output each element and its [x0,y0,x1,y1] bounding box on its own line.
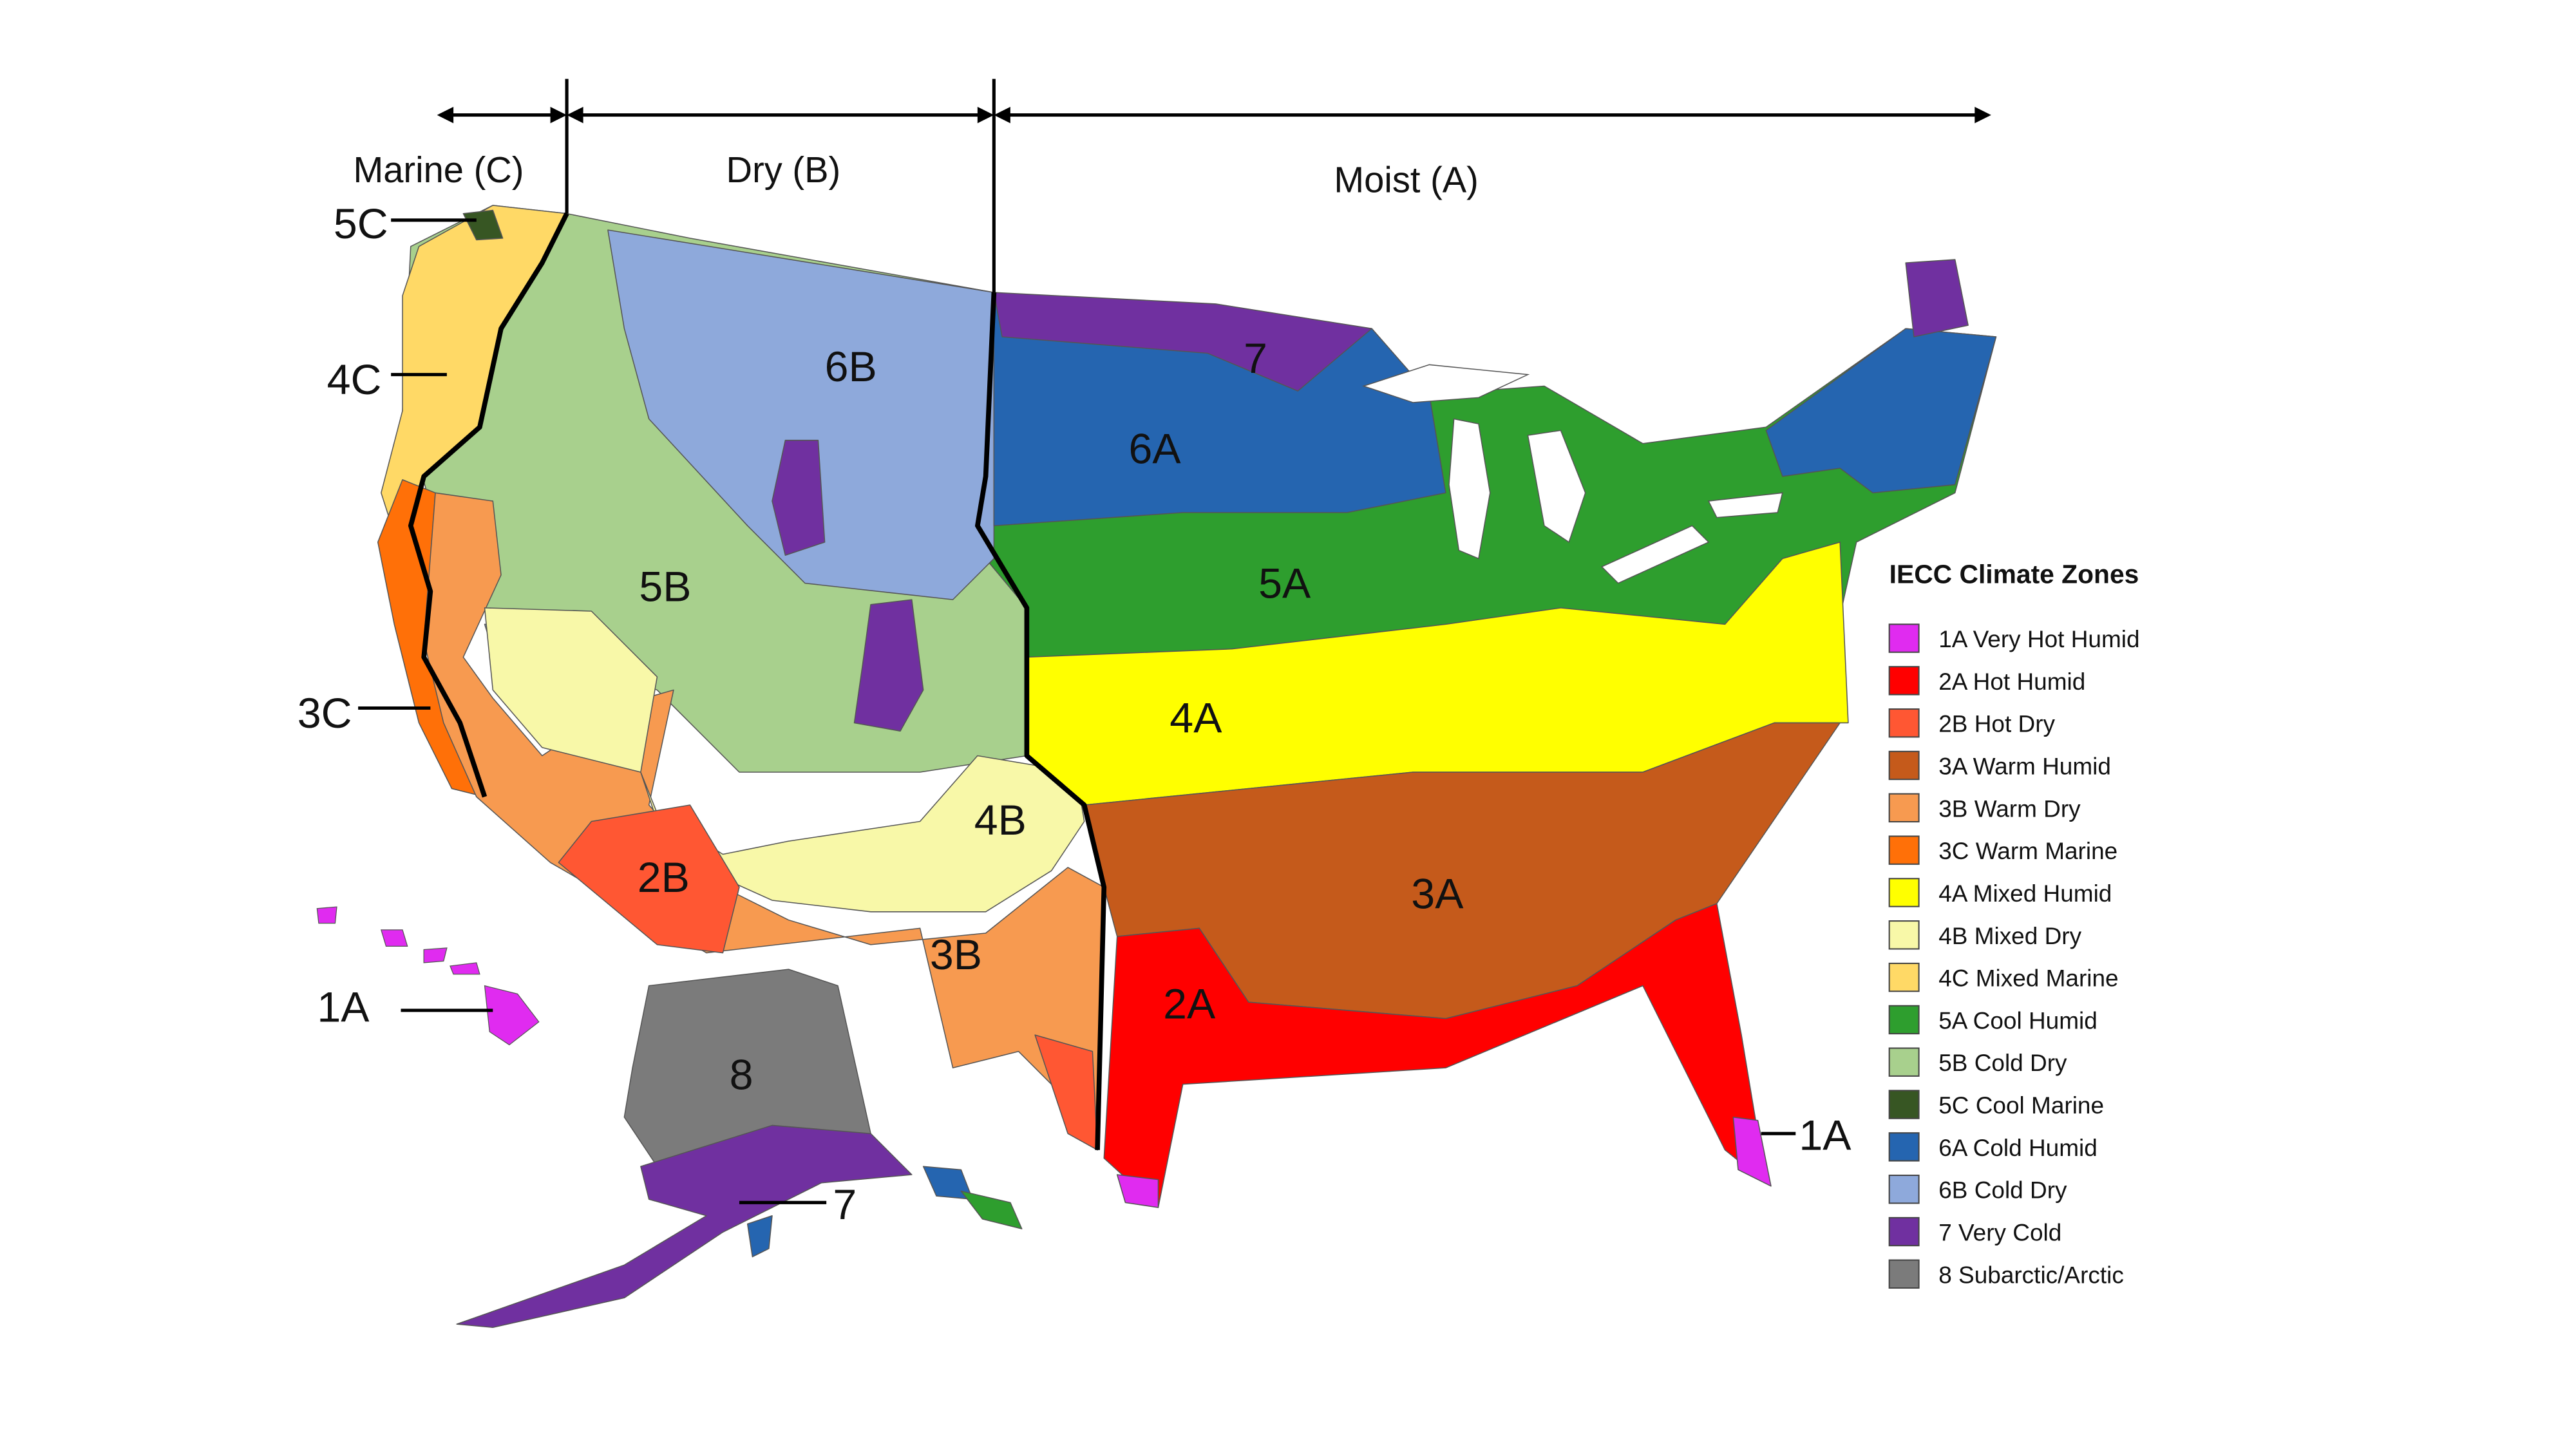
zone-5C [462,209,504,241]
zone-7-wyoming [772,439,826,556]
legend-item: 5A Cool Humid [1888,1005,2098,1035]
zone-label-6B: 6B [825,343,877,391]
zone-label-3A: 3A [1411,871,1464,918]
zone-7-maine [1905,259,1969,337]
hawaii-islands [316,906,540,1046]
legend-swatch [1888,1174,1920,1204]
legend-swatch [1888,1005,1920,1035]
zone-label-4B: 4B [974,797,1027,844]
legend-swatch [1888,666,1920,696]
legend-item: 3B Warm Dry [1888,793,2081,823]
legend-label: 4B Mixed Dry [1938,923,2081,949]
legend-title: IECC Climate Zones [1889,560,2139,589]
legend-label: 5B Cold Dry [1938,1050,2067,1076]
legend-swatch [1888,878,1920,907]
legend-swatch [1888,1217,1920,1247]
callout-label-1A-hawaii: 1A [317,984,370,1032]
dry-range-arrow [567,106,994,124]
marine-dry-boundary [408,212,569,798]
moist-range-arrow [994,106,1991,124]
zone-label-2B: 2B [638,854,690,902]
legend-label: 3A Warm Humid [1938,753,2111,780]
legend-item: 4A Mixed Humid [1888,878,2112,907]
great-lakes [1361,364,1783,584]
callout-label-3C: 3C [298,690,352,737]
zone-label-8: 8 [730,1051,753,1099]
legend-label: 4C Mixed Marine [1938,965,2118,992]
zone-6A-alaska-south [746,1215,773,1258]
zone-label-6A: 6A [1129,425,1182,473]
zone-5A-alaska [960,1190,1023,1229]
legend-label: 3C Warm Marine [1938,838,2117,864]
legend-item: 4B Mixed Dry [1888,920,2082,950]
legend-item: 5C Cool Marine [1888,1090,2104,1119]
legend-label: 5A Cool Humid [1938,1007,2098,1034]
legend-label: 8 Subarctic/Arctic [1938,1262,2124,1288]
zone-4B [484,607,1085,913]
zone-label-2A: 2A [1163,981,1216,1028]
legend-swatch [1888,750,1920,781]
callout-label-1A-florida: 1A [1799,1112,1852,1160]
callout-label-4C: 4C [327,356,382,404]
callout-label-7-alaska: 7 [833,1181,857,1229]
legend-item: 2B Hot Dry [1888,708,2056,738]
header-moist: Moist (A) [1334,159,1478,200]
header-dry: Dry (B) [726,149,841,190]
legend-swatch [1888,920,1920,950]
legend-label: 5C Cool Marine [1938,1092,2104,1119]
zone-label-7: 7 [1244,335,1267,383]
zone-2A [1103,903,1767,1208]
legend-label: 3B Warm Dry [1938,795,2081,822]
zone-1A-texas [1116,1174,1159,1208]
legend-item: 4C Mixed Marine [1888,962,2119,992]
legend: IECC Climate Zones 1A Very Hot Humid 2A H… [1888,560,2140,1289]
callout-label-5C: 5C [334,200,388,248]
zone-label-4A: 4A [1170,695,1222,743]
legend-label: 2A Hot Humid [1938,668,2085,695]
legend-swatch [1888,623,1920,653]
legend-label: 2B Hot Dry [1938,711,2055,737]
legend-item: 3A Warm Humid [1888,750,2111,781]
zone-2B-texas [1034,1034,1098,1151]
legend-item: 7 Very Cold [1888,1217,2061,1247]
legend-label: 1A Very Hot Humid [1938,626,2139,652]
zone-label-3B: 3B [930,931,982,979]
legend-item: 5B Cold Dry [1888,1047,2067,1077]
legend-label: 7 Very Cold [1938,1220,2061,1246]
legend-item: 2A Hot Humid [1888,666,2085,696]
legend-swatch [1888,793,1920,823]
marine-range-arrow [437,106,567,124]
legend-item: 1A Very Hot Humid [1888,623,2140,653]
legend-swatch [1888,1259,1920,1289]
legend-label: 4A Mixed Humid [1938,880,2112,907]
legend-item: 6B Cold Dry [1888,1174,2067,1204]
legend-item: 6A Cold Humid [1888,1132,2098,1162]
legend-item: 8 Subarctic/Arctic [1888,1259,2124,1289]
dry-moist-boundary [975,292,1107,1150]
legend-swatch [1888,708,1920,738]
zone-label-5B: 5B [639,564,691,611]
zone-7 [993,292,1372,392]
legend-item: 3C Warm Marine [1888,835,2117,865]
zone-7-colorado [853,599,924,732]
zone-label-5A: 5A [1258,560,1311,608]
legend-swatch [1888,1132,1920,1162]
legend-swatch [1888,1090,1920,1119]
zone-2B [558,804,740,954]
legend-label: 6A Cold Humid [1938,1135,2098,1161]
legend-swatch [1888,1047,1920,1077]
legend-swatch [1888,962,1920,992]
zone-1A-florida [1732,1116,1772,1187]
legend-label: 6B Cold Dry [1938,1177,2067,1204]
zone-7-alaska [456,1124,913,1328]
header-marine: Marine (C) [353,149,524,190]
legend-swatch [1888,835,1920,865]
